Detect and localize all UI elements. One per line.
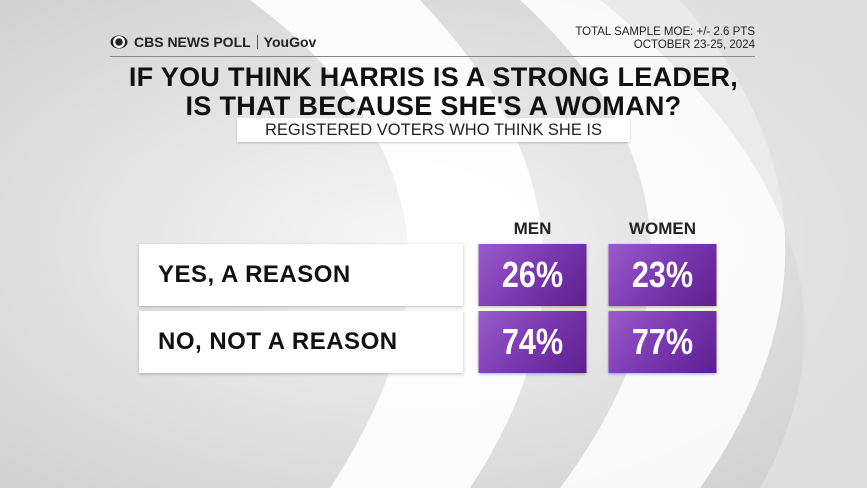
title-line: IF YOU THINK HARRIS IS A STRONG LEADER, (128, 62, 739, 92)
column-header: MEN (513, 219, 552, 238)
column-header: WOMEN (628, 219, 697, 238)
title-line: IS THAT BECAUSE SHE'S A WOMAN? (185, 91, 682, 121)
separator (256, 35, 258, 49)
subtitle: REGISTERED VOTERS WHO THINK SHE IS (237, 118, 630, 142)
cbs-eye-logo (110, 35, 128, 49)
value-cell: 74% (478, 311, 587, 373)
value-cell: 26% (478, 244, 587, 306)
row-label: NO, NOT A REASON (139, 311, 463, 373)
margin-of-error: TOTAL SAMPLE MOE: +/- 2.6 PTS (575, 26, 755, 38)
poll-meta: TOTAL SAMPLE MOE: +/- 2.6 PTS OCTOBER 23… (575, 26, 755, 52)
brand-name: CBS NEWS POLL (134, 34, 251, 50)
partner-name: YouGov (263, 34, 317, 50)
header-rule (110, 56, 755, 57)
value-cell: 23% (608, 244, 717, 306)
row-label: YES, A REASON (139, 244, 463, 306)
poll-dates: OCTOBER 23-25, 2024 (633, 39, 755, 51)
value-cell: 77% (608, 311, 717, 373)
brand: CBS NEWS POLL YouGov (110, 34, 316, 50)
